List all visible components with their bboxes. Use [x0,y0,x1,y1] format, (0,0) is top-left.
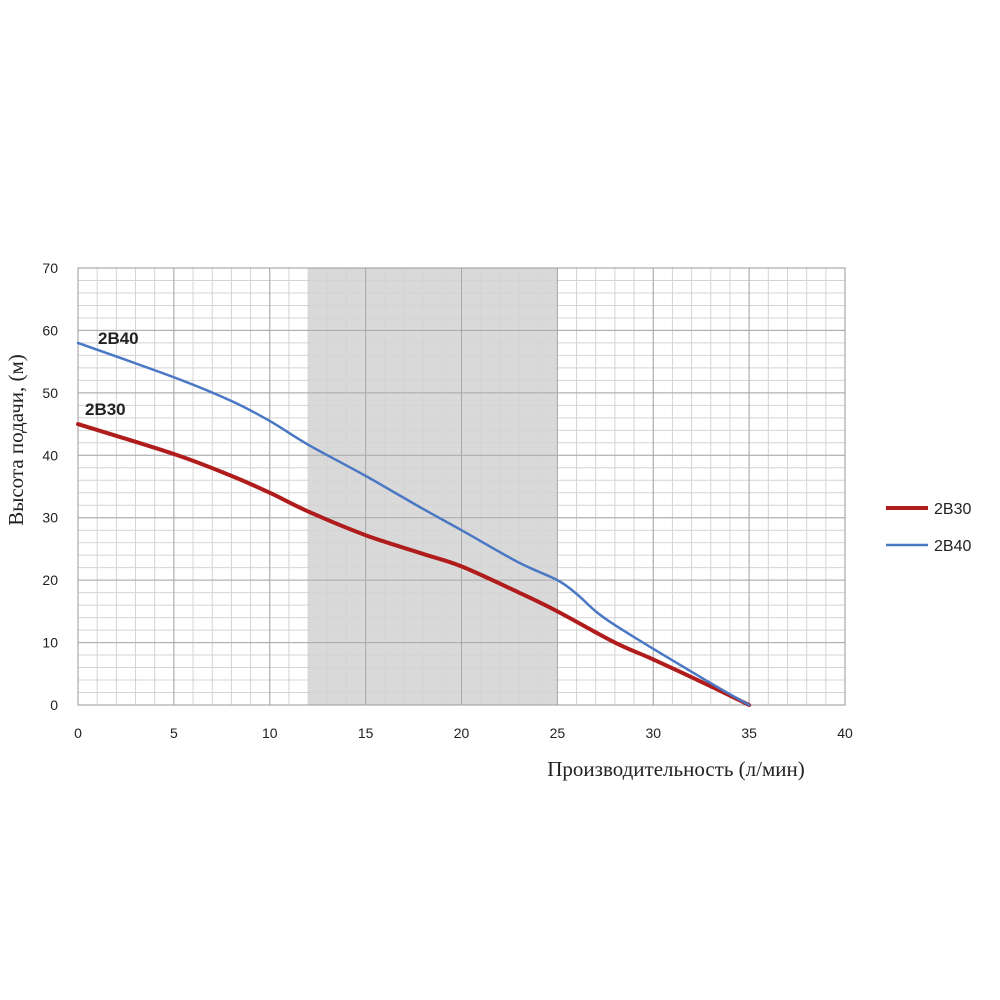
x-tick-labels: 0 5 10 15 20 25 30 35 40 [74,725,853,741]
y-tick-label: 50 [42,385,58,401]
x-tick-label: 30 [645,725,661,741]
x-axis-title: Производительность (л/мин) [547,757,805,781]
legend-label-2b30: 2B30 [934,501,971,518]
y-tick-label: 20 [42,572,58,588]
x-tick-label: 40 [837,725,853,741]
series-line-2b30 [76,422,752,707]
y-tick-label: 10 [42,635,58,651]
x-tick-label: 35 [741,725,757,741]
plot-frame [77,267,846,706]
x-tick-label: 0 [74,725,82,741]
plot-shaded-region [308,268,558,705]
y-tick-label: 30 [42,510,58,526]
x-tick-label: 15 [358,725,374,741]
series-lines [76,341,752,707]
y-tick-labels: 0 10 20 30 40 50 60 70 [42,260,58,713]
x-tick-label: 20 [454,725,470,741]
y-tick-label: 70 [42,260,58,276]
y-axis-title: Высота подачи, (м) [4,354,28,526]
series-label-2b30: 2B30 [85,400,126,419]
legend-label-2b40: 2B40 [934,538,971,555]
y-tick-label: 0 [50,697,58,713]
series-line-2b40 [76,341,751,707]
y-tick-label: 40 [42,447,58,463]
x-tick-label: 10 [262,725,278,741]
y-tick-label: 60 [42,322,58,338]
x-tick-label: 5 [170,725,178,741]
series-label-2b40: 2B40 [98,329,139,348]
legend: 2B30 2B40 [886,501,971,555]
x-tick-label: 25 [550,725,566,741]
